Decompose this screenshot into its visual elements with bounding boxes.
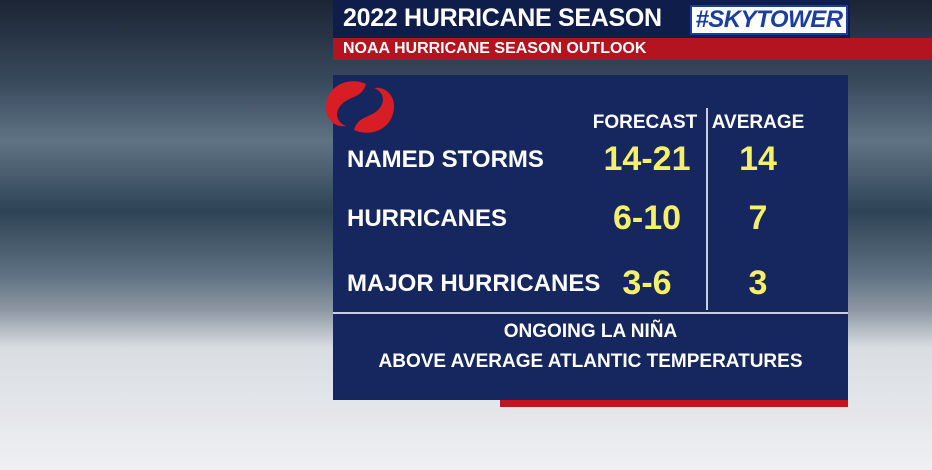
column-header: FORECAST [592, 112, 698, 133]
hurricane-icon [326, 81, 394, 133]
forecast-value: 14-21 [603, 140, 691, 178]
average-value: 7 [748, 199, 768, 237]
row-label: HURRICANES [347, 205, 508, 232]
average-value: 3 [748, 264, 768, 302]
column-header: AVERAGE [711, 112, 805, 133]
subtitle: NOAA HURRICANE SEASON OUTLOOK [343, 40, 647, 57]
row-label: NAMED STORMS [347, 146, 544, 173]
row-label: MAJOR HURRICANES [347, 270, 601, 297]
forecast-value: 6-10 [612, 199, 682, 237]
forecast-value: 3-6 [622, 264, 672, 302]
note: ABOVE AVERAGE ATLANTIC TEMPERATURES [378, 351, 803, 372]
panel [333, 75, 848, 400]
row-divider [333, 312, 848, 314]
subtitle-bar [333, 38, 932, 60]
average-value: 14 [739, 140, 777, 178]
column-divider [706, 108, 708, 310]
brand-logo: #SKYTOWER [690, 5, 848, 35]
title: 2022 HURRICANE SEASON [343, 4, 662, 32]
accent-strip [500, 400, 848, 407]
note: ONGOING LA NIÑA [503, 321, 678, 342]
